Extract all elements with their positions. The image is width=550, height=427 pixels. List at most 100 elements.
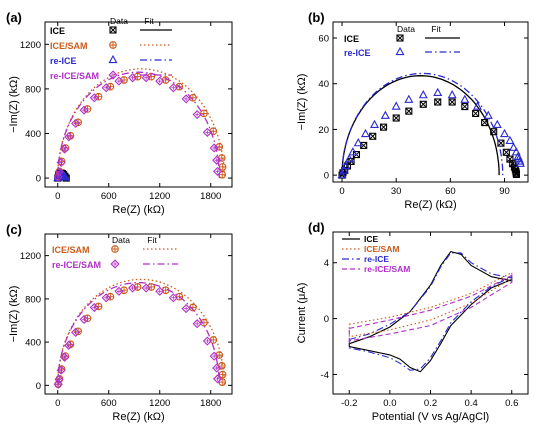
- legend-label: ICE/SAM: [364, 244, 399, 254]
- data-point: [369, 132, 377, 140]
- data-point-cross: [82, 108, 87, 113]
- fit-line: [57, 71, 220, 179]
- data-point-cross: [405, 107, 413, 115]
- data-point: [53, 172, 63, 182]
- legend-marker-cross: [396, 34, 404, 42]
- plot-frame: [332, 21, 529, 183]
- data-point: [212, 155, 222, 165]
- data-point: [515, 156, 525, 165]
- data-point-cross: [67, 340, 74, 348]
- data-point-cross: [104, 85, 109, 90]
- y-axis-label: Current (μA): [296, 283, 308, 344]
- panel-label: (b): [308, 10, 325, 25]
- data-point-cross: [171, 85, 176, 90]
- panel-3: -0.2 0.0 0.2 0.4 0.6 -4 0 4 Potential (V vs Ag/A…: [296, 220, 529, 423]
- legend-label: ICE: [50, 26, 65, 36]
- data-point: [60, 172, 70, 181]
- legend-label: re-ICE/SAM: [364, 264, 410, 274]
- data-point-cross: [144, 75, 149, 80]
- legend-label: ICE/SAM: [52, 245, 90, 255]
- legend-label: ICE/SAM: [50, 41, 88, 51]
- data-point: [509, 142, 519, 151]
- legend-label: re-ICE: [50, 56, 77, 66]
- x-tick-label: -0.2: [341, 398, 357, 409]
- data-point: [419, 100, 427, 108]
- data-point-cross: [171, 295, 176, 300]
- x-tick-label: 0: [55, 191, 60, 202]
- data-point-cross: [92, 95, 97, 100]
- cv-curve: [348, 271, 513, 338]
- x-tick-label: 600: [101, 398, 117, 409]
- legend-header-data: Data: [397, 24, 415, 34]
- x-tick-label: 60: [445, 186, 456, 197]
- data-point-cross: [461, 103, 469, 110]
- data-point: [460, 94, 470, 103]
- data-point: [404, 94, 414, 103]
- y-tick-label: 20: [318, 125, 329, 136]
- y-tick-label: 0: [324, 171, 329, 182]
- legend: Data Fit ICE ICE/SAM re-ICE re-ICE/SAM: [50, 16, 172, 81]
- legend-marker: [108, 70, 118, 80]
- x-tick-label: 1200: [149, 398, 170, 409]
- fit-line: [57, 68, 225, 179]
- data-point: [101, 293, 111, 303]
- legend-marker: [108, 54, 118, 64]
- data-point-cross: [73, 121, 78, 126]
- data-point-cross: [369, 132, 377, 140]
- data-point: [472, 109, 480, 117]
- data-point-cross: [82, 317, 87, 322]
- panel-0: 0 600 1200 1800 0 400 800 1200 Re(Z) (kΩ) −Im(Z) …: [6, 10, 233, 216]
- cv-curve: [348, 250, 513, 373]
- data-point: [209, 143, 219, 153]
- data-point-cross: [219, 371, 226, 378]
- data-point: [472, 101, 482, 110]
- data-point: [56, 365, 66, 375]
- data-point: [168, 293, 178, 303]
- data-point: [212, 166, 223, 176]
- data-point: [341, 160, 351, 170]
- x-tick-label: 90: [499, 186, 510, 197]
- fit-line: [341, 75, 500, 176]
- data-point: [79, 314, 89, 324]
- fit-line: [341, 72, 504, 176]
- data-point: [212, 374, 223, 384]
- data-point-cross: [218, 378, 226, 386]
- y-tick-label: -4: [321, 370, 329, 381]
- y-axis-label: −Im(Z) (kΩ): [296, 74, 308, 131]
- data-point: [448, 98, 456, 106]
- x-tick-label: 0.0: [383, 398, 396, 409]
- data-point-cross: [92, 305, 97, 310]
- data-point: [337, 169, 347, 179]
- legend-label: ICE: [364, 234, 379, 244]
- data-point: [380, 110, 390, 119]
- data-point: [505, 135, 515, 145]
- data-point-cross: [62, 355, 67, 360]
- data-point: [181, 94, 191, 104]
- data-point: [127, 73, 138, 83]
- data-point: [500, 128, 510, 138]
- panel-label: (d): [308, 220, 325, 235]
- data-point: [155, 286, 165, 296]
- data-point: [461, 103, 469, 111]
- data-point: [56, 157, 66, 168]
- data-point: [71, 327, 81, 337]
- cv-curve: [348, 252, 513, 371]
- data-point: [391, 101, 401, 110]
- data-point: [127, 283, 138, 293]
- legend-header-data: Data: [112, 235, 130, 245]
- legend-label: ICE: [344, 34, 359, 44]
- data-point-cross: [144, 286, 149, 291]
- data-point-cross: [116, 289, 121, 294]
- data-point-cross: [67, 132, 74, 140]
- data-point: [168, 83, 178, 93]
- y-tick-label: 4: [324, 258, 329, 269]
- x-tick-label: 0.2: [424, 398, 437, 409]
- data-point-cross: [472, 110, 479, 117]
- x-tick-label: 0.4: [465, 398, 478, 409]
- data-point: [380, 123, 388, 131]
- y-tick-label: 60: [318, 34, 329, 45]
- x-axis-label: Re(Z) (kΩ): [112, 204, 164, 216]
- data-point-cross: [157, 79, 162, 84]
